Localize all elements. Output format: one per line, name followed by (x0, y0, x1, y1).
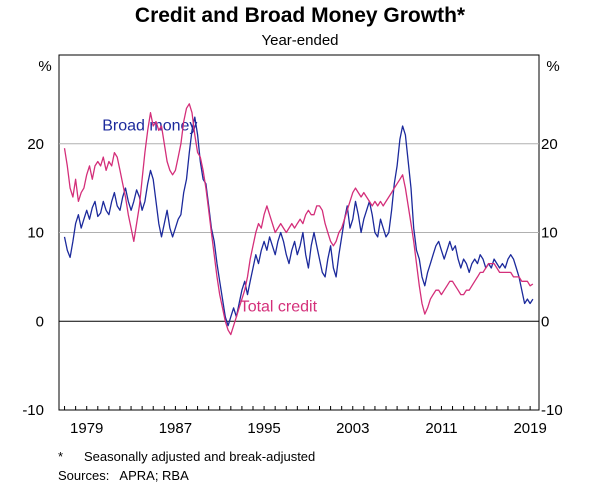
y-tick-left--10: -10 (22, 402, 44, 419)
x-tick-1987: 1987 (159, 420, 192, 437)
y-tick-right-20: 20 (541, 136, 558, 153)
y-unit-right: % (546, 58, 559, 75)
y-tick-right--10: -10 (541, 402, 563, 419)
x-tick-2011: 2011 (425, 420, 457, 437)
footnote: * Seasonally adjusted and break-adjusted (58, 449, 315, 464)
y-unit-left: % (38, 58, 51, 75)
chart-title: Credit and Broad Money Growth* (134, 4, 466, 27)
x-tick-1979: 1979 (70, 420, 103, 437)
footnote-text: Seasonally adjusted and break-adjusted (84, 449, 316, 464)
series-label-total-credit: Total credit (240, 298, 318, 315)
series-line-broad-money (63, 116, 534, 327)
sources-line: Sources: APRA; RBA (58, 468, 189, 483)
y-tick-left-10: 10 (27, 225, 44, 242)
axis-labels: % % (38, 58, 559, 75)
series-lines: Broad money Total credit (63, 103, 534, 336)
x-tick-1995: 1995 (247, 420, 280, 437)
x-tick-2019: 2019 (513, 420, 546, 437)
y-tick-left-20: 20 (27, 136, 44, 153)
y-tick-left-0: 0 (36, 313, 44, 330)
x-tick-2003: 2003 (336, 420, 369, 437)
series-label-broad-money: Broad money (102, 117, 197, 134)
y-tick-right-10: 10 (541, 225, 558, 242)
chart-subtitle: Year-ended (261, 32, 339, 49)
axis-ticks: -10 -10 0 0 10 10 20 20 1979 1987 1995 2003 2011 2019 (22, 136, 562, 437)
y-tick-right-0: 0 (541, 313, 549, 330)
gridlines (59, 143, 539, 233)
series-line-total-credit (63, 103, 534, 336)
footnote-marker: * (58, 449, 64, 464)
